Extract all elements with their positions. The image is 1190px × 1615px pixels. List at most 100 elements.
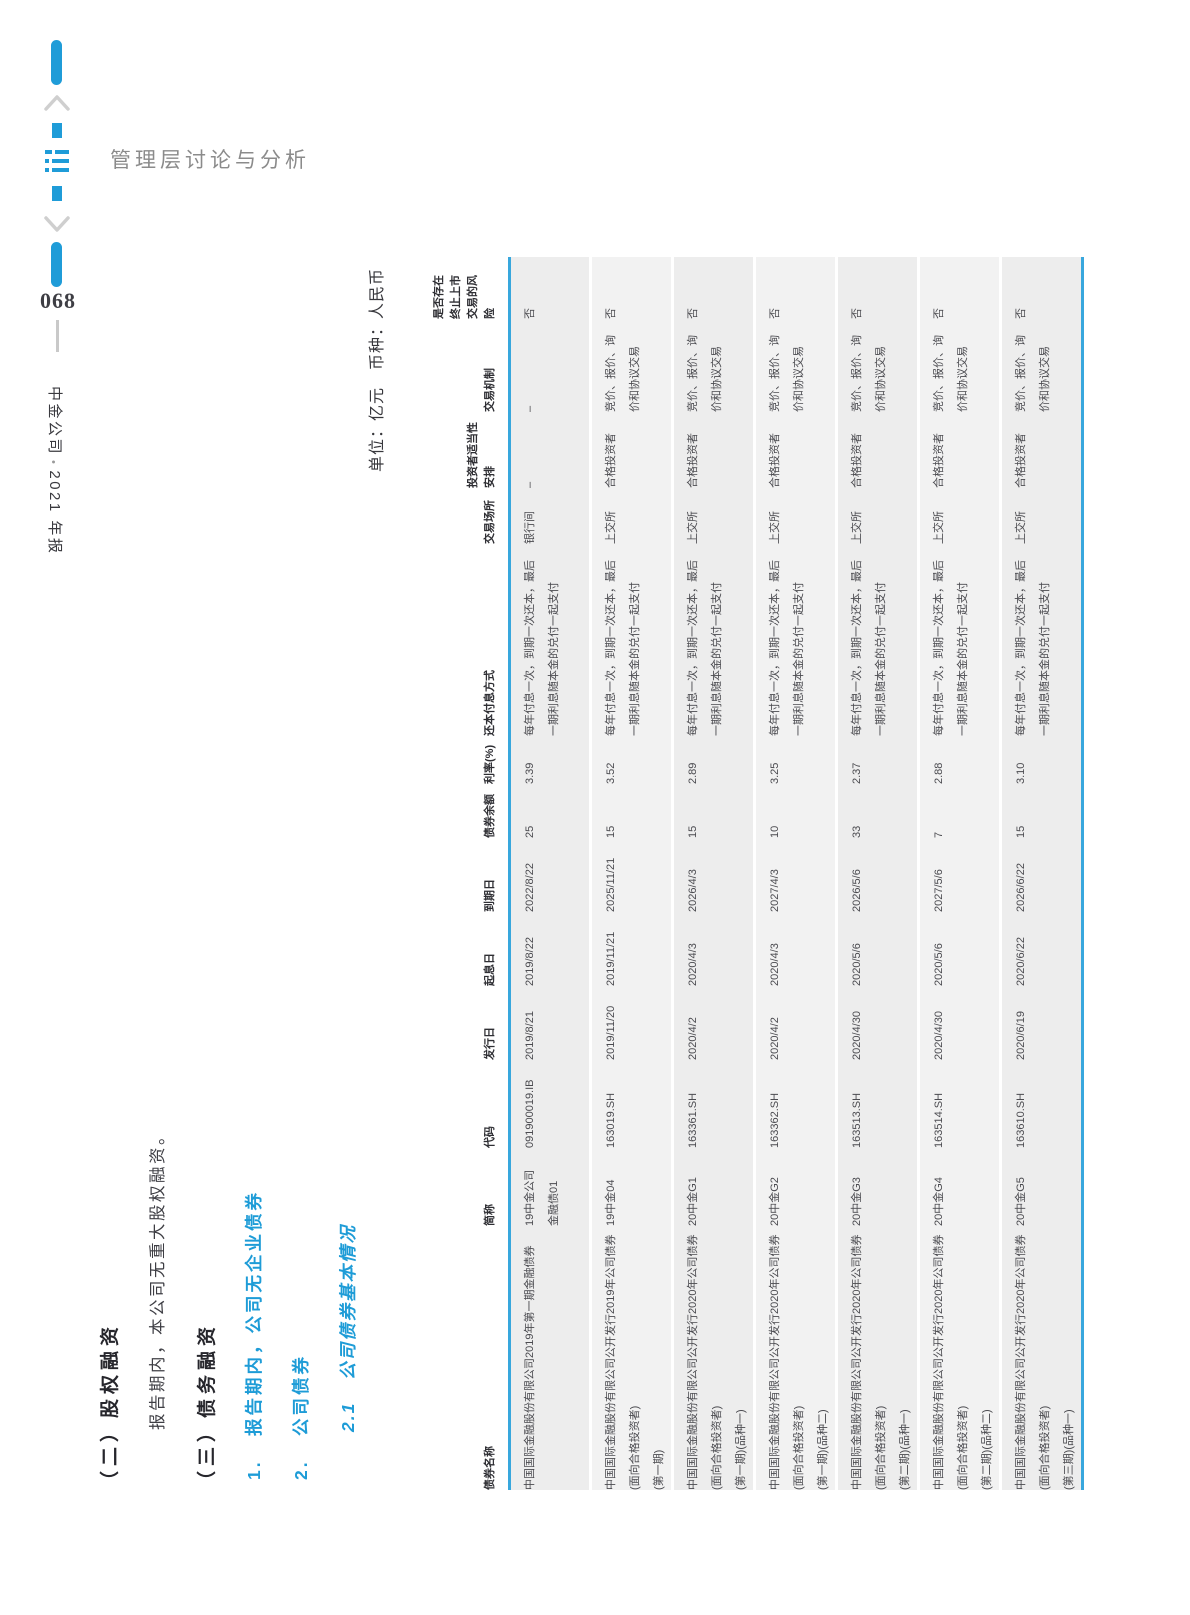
- bond-balance-cell: 25: [509, 784, 591, 838]
- bond-rate-cell: 3.10: [1000, 736, 1083, 784]
- list-item-2-text: 公司债券: [291, 1354, 311, 1436]
- chevron-up-icon: [44, 95, 70, 111]
- column-header: 起息日: [431, 912, 510, 986]
- bond-maturity-date-cell: 2026/6/22: [1000, 838, 1083, 912]
- subsection-2-1-number: 2.1: [338, 1401, 358, 1432]
- bond-abbr-cell: 19中金公司 金融债01: [509, 1148, 591, 1226]
- bond-rate-cell: 2.89: [672, 736, 755, 784]
- bond-balance-cell: 15: [1000, 784, 1083, 838]
- spine-text: 中金公司 • 2021 年报: [45, 386, 66, 555]
- bond-table-header-row: 债券名称 简称 代码 发行日 起息日 到期日 债券余额 利率(%) 还本付息方式 交易场所 投资者适…: [431, 257, 510, 1490]
- table-row: 中国国际金融股份有限公司公开发行2020年公司债券(面向合格投资者) (第三期)(…: [1000, 257, 1083, 1490]
- bond-name-cell: 中国国际金融股份有限公司公开发行2020年公司债券(面向合格投资者) (第一期)(…: [672, 1226, 755, 1490]
- bond-risk-cell: 否: [509, 257, 591, 319]
- cell-line: 中国国际金融股份有限公司公开发行2019年公司债券(面向合格投资者): [605, 1234, 641, 1490]
- bond-name-cell: 中国国际金融股份有限公司2019年第一期金融债券: [509, 1226, 591, 1490]
- cell-line: 19中金公司: [524, 1169, 536, 1226]
- bond-code-cell: 163019.SH: [590, 1060, 673, 1148]
- bond-code-cell: 091900019.IB: [509, 1060, 591, 1148]
- bond-repayment-cell: 每年付息一次，到期一次还本，最后一期利息随本金的兑付一起支付: [590, 544, 673, 736]
- bond-market-cell: 上交所: [1000, 488, 1083, 544]
- bond-code-cell: 163362.SH: [754, 1060, 837, 1148]
- spine-top-bar: [51, 40, 62, 85]
- cell-line: 20中金G2: [769, 1177, 781, 1226]
- bond-value-date-cell: 2020/4/3: [754, 912, 837, 986]
- bond-rate-cell: 2.88: [918, 736, 1001, 784]
- cell-line: (第一期): [653, 1449, 665, 1490]
- bond-rate-cell: 3.25: [754, 736, 837, 784]
- subsection-2-1-title: 2.1 公司债券基本情况: [335, 1224, 360, 1432]
- bond-maturity-date-cell: 2025/11/21: [590, 838, 673, 912]
- cell-line: 20中金G1: [687, 1177, 699, 1226]
- bond-market-cell: 上交所: [754, 488, 837, 544]
- bond-mechanism-cell: –: [509, 319, 591, 412]
- column-header: 发行日: [431, 986, 510, 1060]
- cell-line: 中国国际金融股份有限公司公开发行2020年公司债券(面向合格投资者): [769, 1234, 805, 1490]
- bond-code-cell: 163361.SH: [672, 1060, 755, 1148]
- chapter-title: 管理层讨论与分析: [110, 149, 310, 172]
- bond-rate-cell: 3.39: [509, 736, 591, 784]
- bond-investor-cell: 合格投资者: [754, 412, 837, 488]
- list-icon: [45, 150, 69, 177]
- bond-name-cell: 中国国际金融股份有限公司公开发行2020年公司债券(面向合格投资者) (第一期)(…: [754, 1226, 837, 1490]
- bond-risk-cell: 否: [672, 257, 755, 319]
- bond-maturity-date-cell: 2022/8/22: [509, 838, 591, 912]
- bond-repayment-cell: 每年付息一次，到期一次还本，最后一期利息随本金的兑付一起支付: [918, 544, 1001, 736]
- bond-repayment-cell: 每年付息一次，到期一次还本，最后一期利息随本金的兑付一起支付: [754, 544, 837, 736]
- spine-company: 中金公司: [46, 386, 63, 457]
- bond-table-head: 债券名称 简称 代码 发行日 起息日 到期日 债券余额 利率(%) 还本付息方式 交易场所 投资者适…: [431, 257, 510, 1490]
- bond-investor-cell: 合格投资者: [590, 412, 673, 488]
- column-header: 交易场所: [431, 488, 510, 544]
- bond-risk-cell: 否: [918, 257, 1001, 319]
- cell-line: (第三期)(品种一): [1063, 1409, 1075, 1490]
- table-row: 中国国际金融股份有限公司公开发行2020年公司债券(面向合格投资者) (第一期)(…: [672, 257, 755, 1490]
- bond-market-cell: 上交所: [836, 488, 919, 544]
- column-header: 交易机制: [431, 319, 510, 412]
- bond-name-cell: 中国国际金融股份有限公司公开发行2019年公司债券(面向合格投资者) (第一期): [590, 1226, 673, 1490]
- bond-market-cell: 上交所: [672, 488, 755, 544]
- bond-name-cell: 中国国际金融股份有限公司公开发行2020年公司债券(面向合格投资者) (第二期)(…: [836, 1226, 919, 1490]
- column-header: 是否存在终止上市交易的风险: [431, 257, 510, 319]
- bond-value-date-cell: 2019/11/21: [590, 912, 673, 986]
- bond-mechanism-cell: 竞价、报价、询价和协议交易: [1000, 319, 1083, 412]
- bond-balance-cell: 15: [590, 784, 673, 838]
- list-item-2: 2. 公司债券: [288, 1354, 313, 1480]
- column-header: 利率(%): [431, 736, 510, 784]
- bond-market-cell: 上交所: [590, 488, 673, 544]
- bond-abbr-cell: 19中金04: [590, 1148, 673, 1226]
- cell-line: 中国国际金融股份有限公司公开发行2020年公司债券(面向合格投资者): [851, 1234, 887, 1490]
- list-item-1: 1. 报告期内，公司无企业债券: [241, 1190, 266, 1480]
- bond-risk-cell: 否: [1000, 257, 1083, 319]
- bond-issue-date-cell: 2020/4/2: [672, 986, 755, 1060]
- bond-issue-date-cell: 2019/11/20: [590, 986, 673, 1060]
- bond-repayment-cell: 每年付息一次，到期一次还本，最后一期利息随本金的兑付一起支付: [509, 544, 591, 736]
- page-number: 068: [40, 288, 76, 313]
- bond-table-body: 中国国际金融股份有限公司2019年第一期金融债券 19中金公司 金融债01 09190…: [509, 257, 1083, 1490]
- table-row: 中国国际金融股份有限公司公开发行2020年公司债券(面向合格投资者) (第二期)(…: [918, 257, 1001, 1490]
- cell-line: 金融债01: [548, 1180, 560, 1226]
- bond-risk-cell: 否: [754, 257, 837, 319]
- cell-line: 中国国际金融股份有限公司公开发行2020年公司债券(面向合格投资者): [933, 1234, 969, 1490]
- bond-value-date-cell: 2020/4/3: [672, 912, 755, 986]
- bond-mechanism-cell: 竞价、报价、询价和协议交易: [836, 319, 919, 412]
- rotated-content: （二）股权融资 报告期内，本公司无重大股权融资。 （三）债务融资 1. 报告期内，…: [95, 255, 1110, 1490]
- chevron-down-icon: [44, 216, 70, 232]
- table-row: 中国国际金融股份有限公司公开发行2020年公司债券(面向合格投资者) (第二期)(…: [836, 257, 919, 1490]
- cell-line: (第二期)(品种二): [981, 1409, 993, 1490]
- bond-maturity-date-cell: 2027/5/6: [918, 838, 1001, 912]
- bond-balance-cell: 10: [754, 784, 837, 838]
- bond-issue-date-cell: 2020/6/19: [1000, 986, 1083, 1060]
- bond-code-cell: 163610.SH: [1000, 1060, 1083, 1148]
- cell-line: 中国国际金融股份有限公司公开发行2020年公司债券(面向合格投资者): [687, 1234, 723, 1490]
- bond-name-cell: 中国国际金融股份有限公司公开发行2020年公司债券(面向合格投资者) (第三期)(…: [1000, 1226, 1083, 1490]
- bond-market-cell: 上交所: [918, 488, 1001, 544]
- bond-abbr-cell: 20中金G5: [1000, 1148, 1083, 1226]
- section-3-title: （三）债务融资: [197, 1321, 218, 1490]
- bond-mechanism-cell: 竞价、报价、询价和协议交易: [672, 319, 755, 412]
- table-row: 中国国际金融股份有限公司公开发行2019年公司债券(面向合格投资者) (第一期) 1…: [590, 257, 673, 1490]
- subsection-2-1-text: 公司债券基本情况: [338, 1224, 358, 1380]
- bond-repayment-cell: 每年付息一次，到期一次还本，最后一期利息随本金的兑付一起支付: [836, 544, 919, 736]
- column-header: 到期日: [431, 838, 510, 912]
- bond-balance-cell: 33: [836, 784, 919, 838]
